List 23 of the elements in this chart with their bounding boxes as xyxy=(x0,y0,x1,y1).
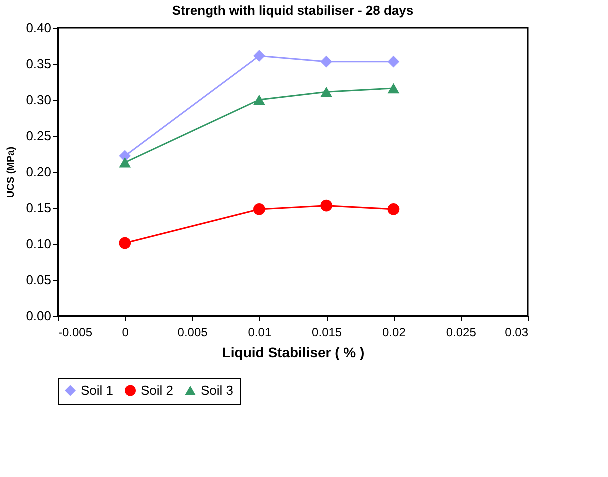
x-tick-label: 0.03 xyxy=(505,326,529,340)
legend-label: Soil 3 xyxy=(201,382,234,398)
y-tick-label: 0.00 xyxy=(26,308,52,324)
y-tick-label: 0.20 xyxy=(26,164,52,180)
y-tick-label: 0.15 xyxy=(26,200,52,216)
x-tick-label: 0 xyxy=(122,326,130,340)
chart-title: Strength with liquid stabiliser - 28 days xyxy=(172,3,414,18)
y-tick-label: 0.25 xyxy=(26,128,52,144)
legend-label: Soil 2 xyxy=(141,382,174,398)
y-tick-label: 0.30 xyxy=(26,92,52,108)
x-axis-title: Liquid Stabiliser ( % ) xyxy=(222,344,365,360)
x-tick-label: 0.015 xyxy=(312,326,342,340)
x-tick-label: 0.01 xyxy=(248,326,272,340)
x-tick-label: 0.02 xyxy=(382,326,406,340)
x-tick-label: 0.005 xyxy=(178,326,208,340)
y-axis-title: UCS (MPa) xyxy=(6,146,18,198)
legend-label: Soil 1 xyxy=(81,382,114,398)
y-tick-label: 0.05 xyxy=(26,272,52,288)
y-tick-label: 0.35 xyxy=(26,56,52,72)
x-tick-label: 0.025 xyxy=(446,326,477,340)
x-tick-label: -0.005 xyxy=(58,326,93,340)
y-tick-label: 0.10 xyxy=(26,236,52,252)
y-tick-label: 0.40 xyxy=(26,20,52,36)
